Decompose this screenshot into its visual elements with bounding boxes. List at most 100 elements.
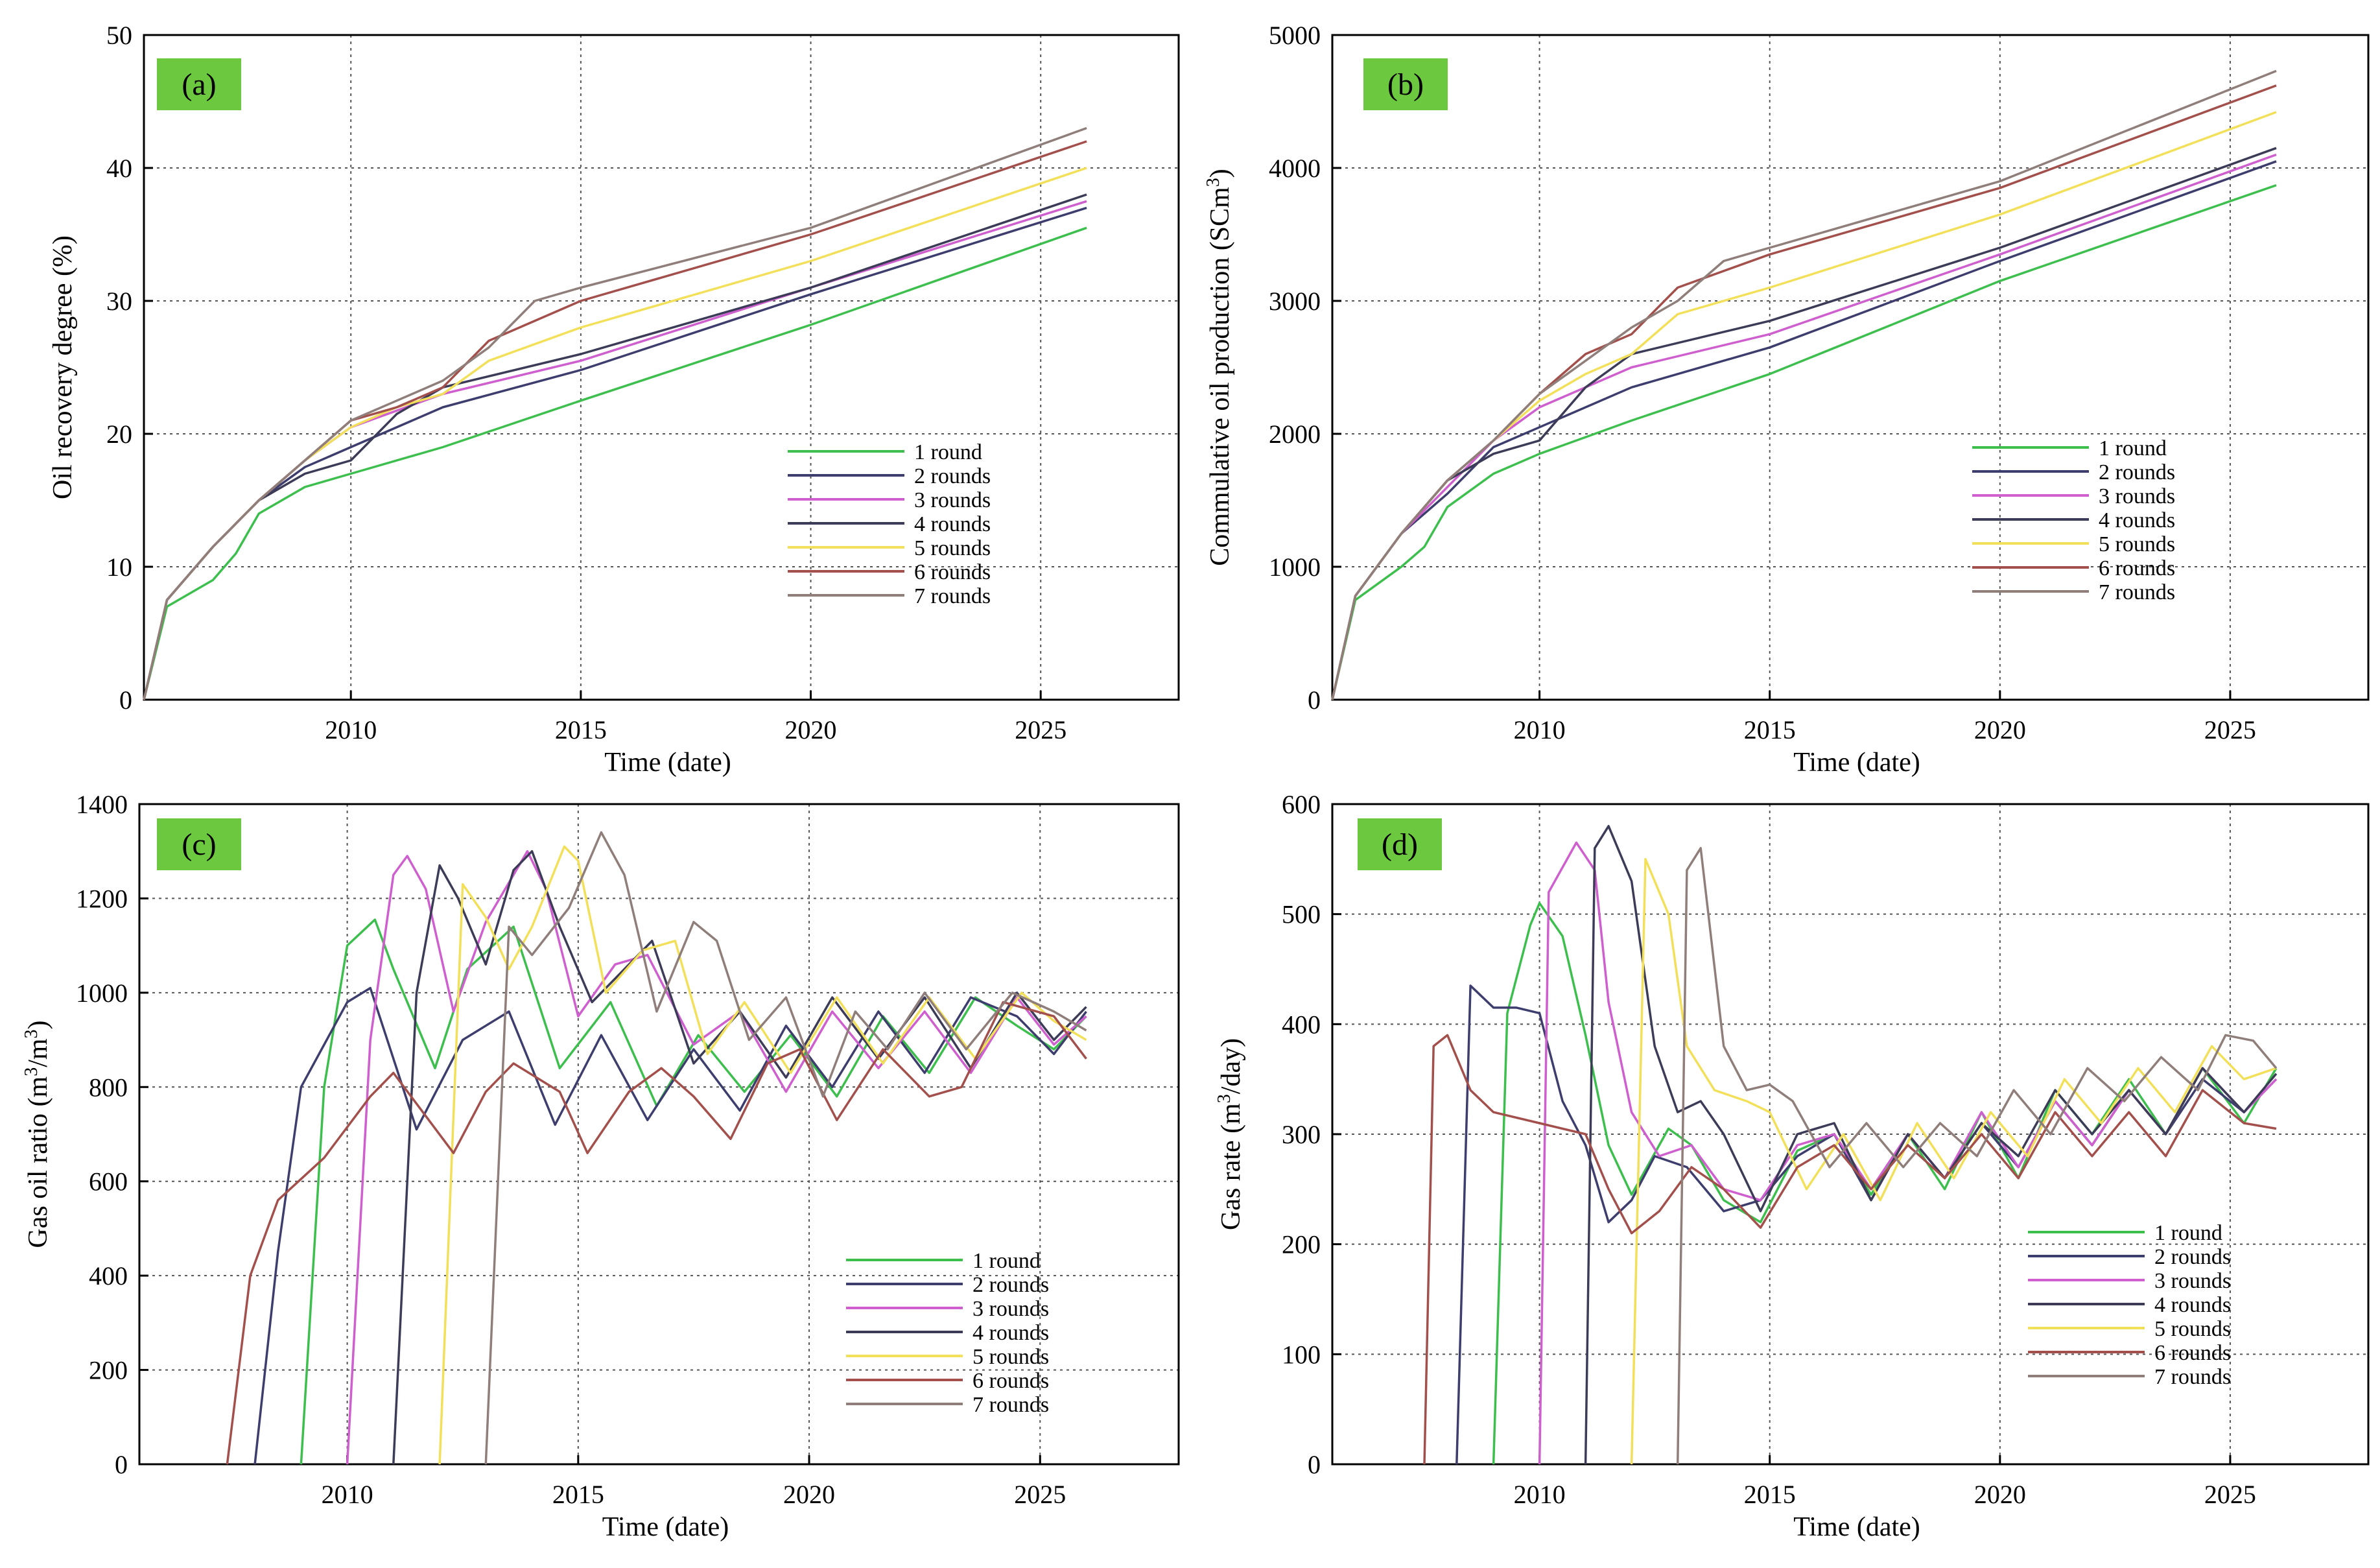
y-axis-label: Oil recovery degree (%) [48,235,78,499]
x-tick-label: 2025 [1015,715,1066,744]
y-tick-label: 2000 [1269,420,1321,449]
x-tick-label: 2020 [783,1480,835,1509]
x-tick-label: 2020 [785,715,837,744]
chart-panel-d: 0 100 200 300 400 500 600 2010 2015 2020 2025 Time … [1214,790,2370,1542]
legend-label: 1 round [2099,436,2167,460]
y-tick-label: 300 [1282,1120,1321,1149]
y-tick-label: 100 [1282,1340,1321,1369]
x-tick-label: 2010 [1514,715,1566,744]
legend-label: 1 round [914,440,982,464]
series-line-7-rounds [143,126,1087,700]
legend-label: 6 rounds [972,1369,1049,1393]
y-tick-label: 10 [106,552,132,582]
x-tick-label: 2020 [1974,1480,2026,1509]
legend-label: 2 rounds [2154,1245,2231,1269]
series-line-2-rounds [1455,984,2278,1465]
series-line-4-rounds [392,849,1087,1465]
legend-label: 3 rounds [972,1297,1049,1321]
x-tick-label: 2025 [2204,715,2256,744]
panel-label: (b) [1387,67,1424,102]
legend-label: 6 rounds [914,560,991,584]
panel-label-badge [1363,58,1448,110]
series-line-1-round [143,226,1087,700]
y-tick-label: 400 [1282,1010,1321,1039]
y-tick-label: 5000 [1269,21,1321,50]
y-tick-label: 200 [89,1356,128,1385]
x-tick-label: 2025 [1014,1480,1066,1509]
series-line-6-rounds [1331,84,2277,700]
legend-label: 5 rounds [2154,1317,2231,1341]
legend-label: 2 rounds [2099,460,2175,484]
chart-panel-b: 0 1000 2000 3000 4000 5000 2010 2015 2020 2025 Tim… [1203,21,2370,778]
series-line-1-round [1331,184,2277,700]
x-tick-label: 2010 [322,1480,373,1509]
y-tick-label: 1200 [76,884,128,913]
series-line-5-rounds [1630,858,2277,1465]
series-line-7-rounds [1331,69,2277,700]
x-tick-label: 2025 [2204,1480,2256,1509]
x-tick-label: 2015 [555,715,607,744]
y-tick-label: 1000 [76,979,128,1008]
y-tick-label: 1400 [76,790,128,819]
legend-label: 5 rounds [2099,532,2175,556]
legend-label: 7 rounds [972,1393,1049,1417]
legend-label: 4 rounds [2099,508,2175,532]
legend-label: 7 rounds [2099,580,2175,604]
y-axis-label: Gas rate (m3/day) [1214,1038,1247,1230]
y-tick-label: 200 [1282,1230,1321,1259]
legend-label: 2 rounds [972,1273,1049,1297]
plot-frame [143,34,1180,701]
y-tick-label: 4000 [1269,154,1321,183]
series-line-4-rounds [1584,825,2278,1465]
x-tick-label: 2015 [552,1480,604,1509]
y-tick-label: 600 [89,1167,128,1196]
y-tick-label: 600 [1282,790,1321,819]
y-tick-label: 20 [106,420,132,449]
chart-panel-a: 0 10 20 30 40 50 2010 2015 2020 2025 Time (date) Oi… [48,21,1180,778]
y-axis-label: Commulative oil production (SCm3) [1203,169,1236,565]
y-axis-label: Gas oil ratio (m3/m3) [21,1020,54,1248]
legend-label: 2 rounds [914,464,991,488]
y-tick-label: 500 [1282,900,1321,929]
plot-frame [1331,34,2370,701]
legend-label: 3 rounds [914,488,991,512]
legend-label: 1 round [972,1249,1041,1273]
y-tick-label: 50 [106,21,132,50]
legend-label: 7 rounds [2154,1365,2231,1389]
y-tick-label: 40 [106,154,132,183]
x-tick-label: 2010 [325,715,377,744]
y-tick-label: 800 [89,1073,128,1102]
panel-label: (d) [1382,827,1418,862]
legend-label: 4 rounds [972,1321,1049,1345]
series-line-2-rounds [1331,160,2277,700]
plot-frame [138,803,1180,1466]
legend-label: 4 rounds [2154,1293,2231,1317]
x-tick-label: 2010 [1514,1480,1566,1509]
x-tick-label: 2015 [1744,715,1796,744]
legend-label: 6 rounds [2099,556,2175,580]
legend-label: 5 rounds [914,536,991,560]
series-line-5-rounds [143,167,1087,700]
y-tick-label: 0 [115,1450,128,1479]
legend-label: 3 rounds [2099,484,2175,508]
panel-label-badge [157,818,241,870]
series-line-7-rounds [1676,847,2278,1465]
y-tick-label: 0 [1308,685,1321,715]
y-tick-label: 3000 [1269,287,1321,316]
x-axis-label: Time (date) [604,748,731,778]
legend-label: 3 rounds [2154,1269,2231,1293]
x-axis-label: Time (date) [1793,1512,1920,1542]
legend-label: 1 round [2154,1221,2222,1245]
series-line-6-rounds [1423,1034,2277,1465]
series-line-3-rounds [1331,153,2277,700]
x-tick-label: 2020 [1974,715,2026,744]
series-line-2-rounds [253,986,1087,1465]
legend-label: 4 rounds [914,512,991,536]
legend-label: 5 rounds [972,1345,1049,1369]
x-axis-label: Time (date) [602,1512,729,1542]
